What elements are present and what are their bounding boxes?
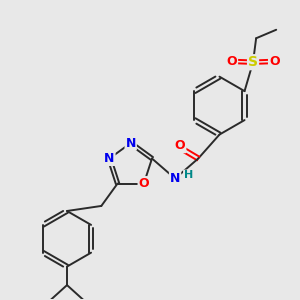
Text: N: N <box>125 136 136 150</box>
Text: N: N <box>104 152 115 165</box>
Text: H: H <box>184 170 193 181</box>
Text: N: N <box>170 172 180 185</box>
Text: O: O <box>226 55 237 68</box>
Text: S: S <box>248 55 258 69</box>
Text: O: O <box>139 177 149 190</box>
Text: O: O <box>269 55 280 68</box>
Text: O: O <box>175 139 185 152</box>
